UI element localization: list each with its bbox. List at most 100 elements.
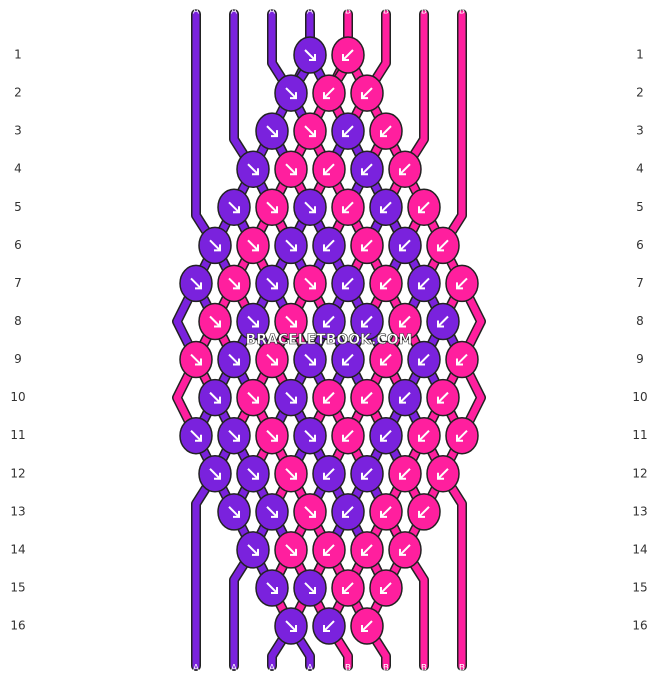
knot-arrow <box>266 125 278 138</box>
knot-arrow <box>190 353 202 366</box>
knot-arrow <box>247 544 259 556</box>
strand-label: A <box>41 664 48 674</box>
row-number: 12 <box>632 466 647 480</box>
knot-arrow <box>285 391 297 404</box>
row-number: 10 <box>632 390 647 404</box>
knot-arrow <box>418 506 430 518</box>
strand-label: A <box>231 664 238 674</box>
strand-label: A <box>117 664 124 674</box>
strand-label: A <box>79 664 86 674</box>
knot-arrow <box>247 315 259 328</box>
knot-arrow <box>285 87 297 100</box>
strand-label: B <box>497 7 503 17</box>
strand-label: B <box>459 7 465 17</box>
knot-arrow <box>209 468 221 480</box>
knot-arrow <box>323 163 335 176</box>
knot-arrow <box>190 277 202 290</box>
knot-arrow <box>380 429 392 442</box>
knot-arrow <box>361 239 373 252</box>
knot-arrow <box>266 506 278 518</box>
knot-arrow <box>247 163 259 176</box>
knot-arrow <box>285 544 297 556</box>
knot-arrow <box>342 49 354 61</box>
strand-label: A <box>307 664 314 674</box>
row-number: 6 <box>636 238 644 252</box>
row-number: 9 <box>14 352 22 366</box>
row-number: 14 <box>10 542 25 556</box>
knot-arrow <box>228 429 240 442</box>
knot-arrow <box>285 468 297 480</box>
knot-arrow <box>304 49 316 61</box>
row-number: 1 <box>14 48 22 62</box>
strand-label: A <box>155 664 162 674</box>
knot-arrow <box>456 277 468 290</box>
knot-arrow <box>361 163 373 176</box>
knot-arrow <box>456 429 468 442</box>
row-number: 16 <box>10 619 25 633</box>
row-number: 7 <box>636 276 644 290</box>
strand <box>192 10 219 249</box>
row-number: 4 <box>636 162 644 176</box>
row-number: 9 <box>636 352 644 366</box>
knot-arrow <box>304 353 316 366</box>
knot-arrow <box>456 353 468 366</box>
row-number: 5 <box>636 200 644 214</box>
strand <box>439 470 466 670</box>
strand-label: B <box>421 7 427 17</box>
knot-arrow <box>342 582 354 594</box>
knot-arrow <box>323 544 335 556</box>
knot-arrow <box>399 468 411 480</box>
knot-arrow <box>304 277 316 290</box>
knot-arrow <box>361 544 373 556</box>
knot-arrow <box>380 506 392 518</box>
knot-arrow <box>437 315 449 328</box>
knot-arrow <box>228 201 240 214</box>
strand-label: B <box>573 664 579 674</box>
knot-arrow <box>380 201 392 214</box>
row-number: 2 <box>14 86 22 100</box>
knot-arrow <box>399 544 411 556</box>
knot-arrow <box>418 353 430 366</box>
knot-arrow <box>399 239 411 252</box>
row-number: 7 <box>14 276 22 290</box>
knot-arrow <box>342 429 354 442</box>
strand-label: B <box>383 664 389 674</box>
strand-label: B <box>459 664 465 674</box>
strand-label: A <box>41 7 48 17</box>
knot-arrow <box>342 201 354 214</box>
row-number: 3 <box>636 124 644 138</box>
row-number: 13 <box>10 504 25 518</box>
strand-label: B <box>573 7 579 17</box>
knot-arrow <box>304 201 316 214</box>
knot-arrow <box>323 468 335 480</box>
knot-arrow <box>285 315 297 328</box>
strand-label: A <box>269 7 276 17</box>
knot-arrow <box>285 620 297 633</box>
knot-arrow <box>228 506 240 518</box>
strand-label: A <box>79 7 86 17</box>
knot-arrow <box>209 391 221 404</box>
knot-arrow <box>342 353 354 366</box>
knot-arrow <box>304 582 316 594</box>
strand-label: A <box>193 7 200 17</box>
knot-arrow <box>418 201 430 214</box>
knot-arrow <box>361 391 373 404</box>
knot-arrow <box>266 429 278 442</box>
knot-arrow <box>418 429 430 442</box>
knot-arrow <box>399 315 411 328</box>
strand-label: A <box>269 664 276 674</box>
knot-arrow <box>437 468 449 480</box>
knot-arrow <box>323 87 335 100</box>
strand-label: B <box>345 7 351 17</box>
row-number: 1 <box>636 48 644 62</box>
row-number: 14 <box>632 542 647 556</box>
strand-label: B <box>535 7 541 17</box>
row-number: 8 <box>636 314 644 328</box>
knot-arrow <box>361 87 373 100</box>
strand-label: B <box>535 664 541 674</box>
row-number: 11 <box>632 428 647 442</box>
row-number: 6 <box>14 238 22 252</box>
knot-arrow <box>209 315 221 328</box>
row-number: 11 <box>10 428 25 442</box>
row-number: 15 <box>632 580 647 594</box>
